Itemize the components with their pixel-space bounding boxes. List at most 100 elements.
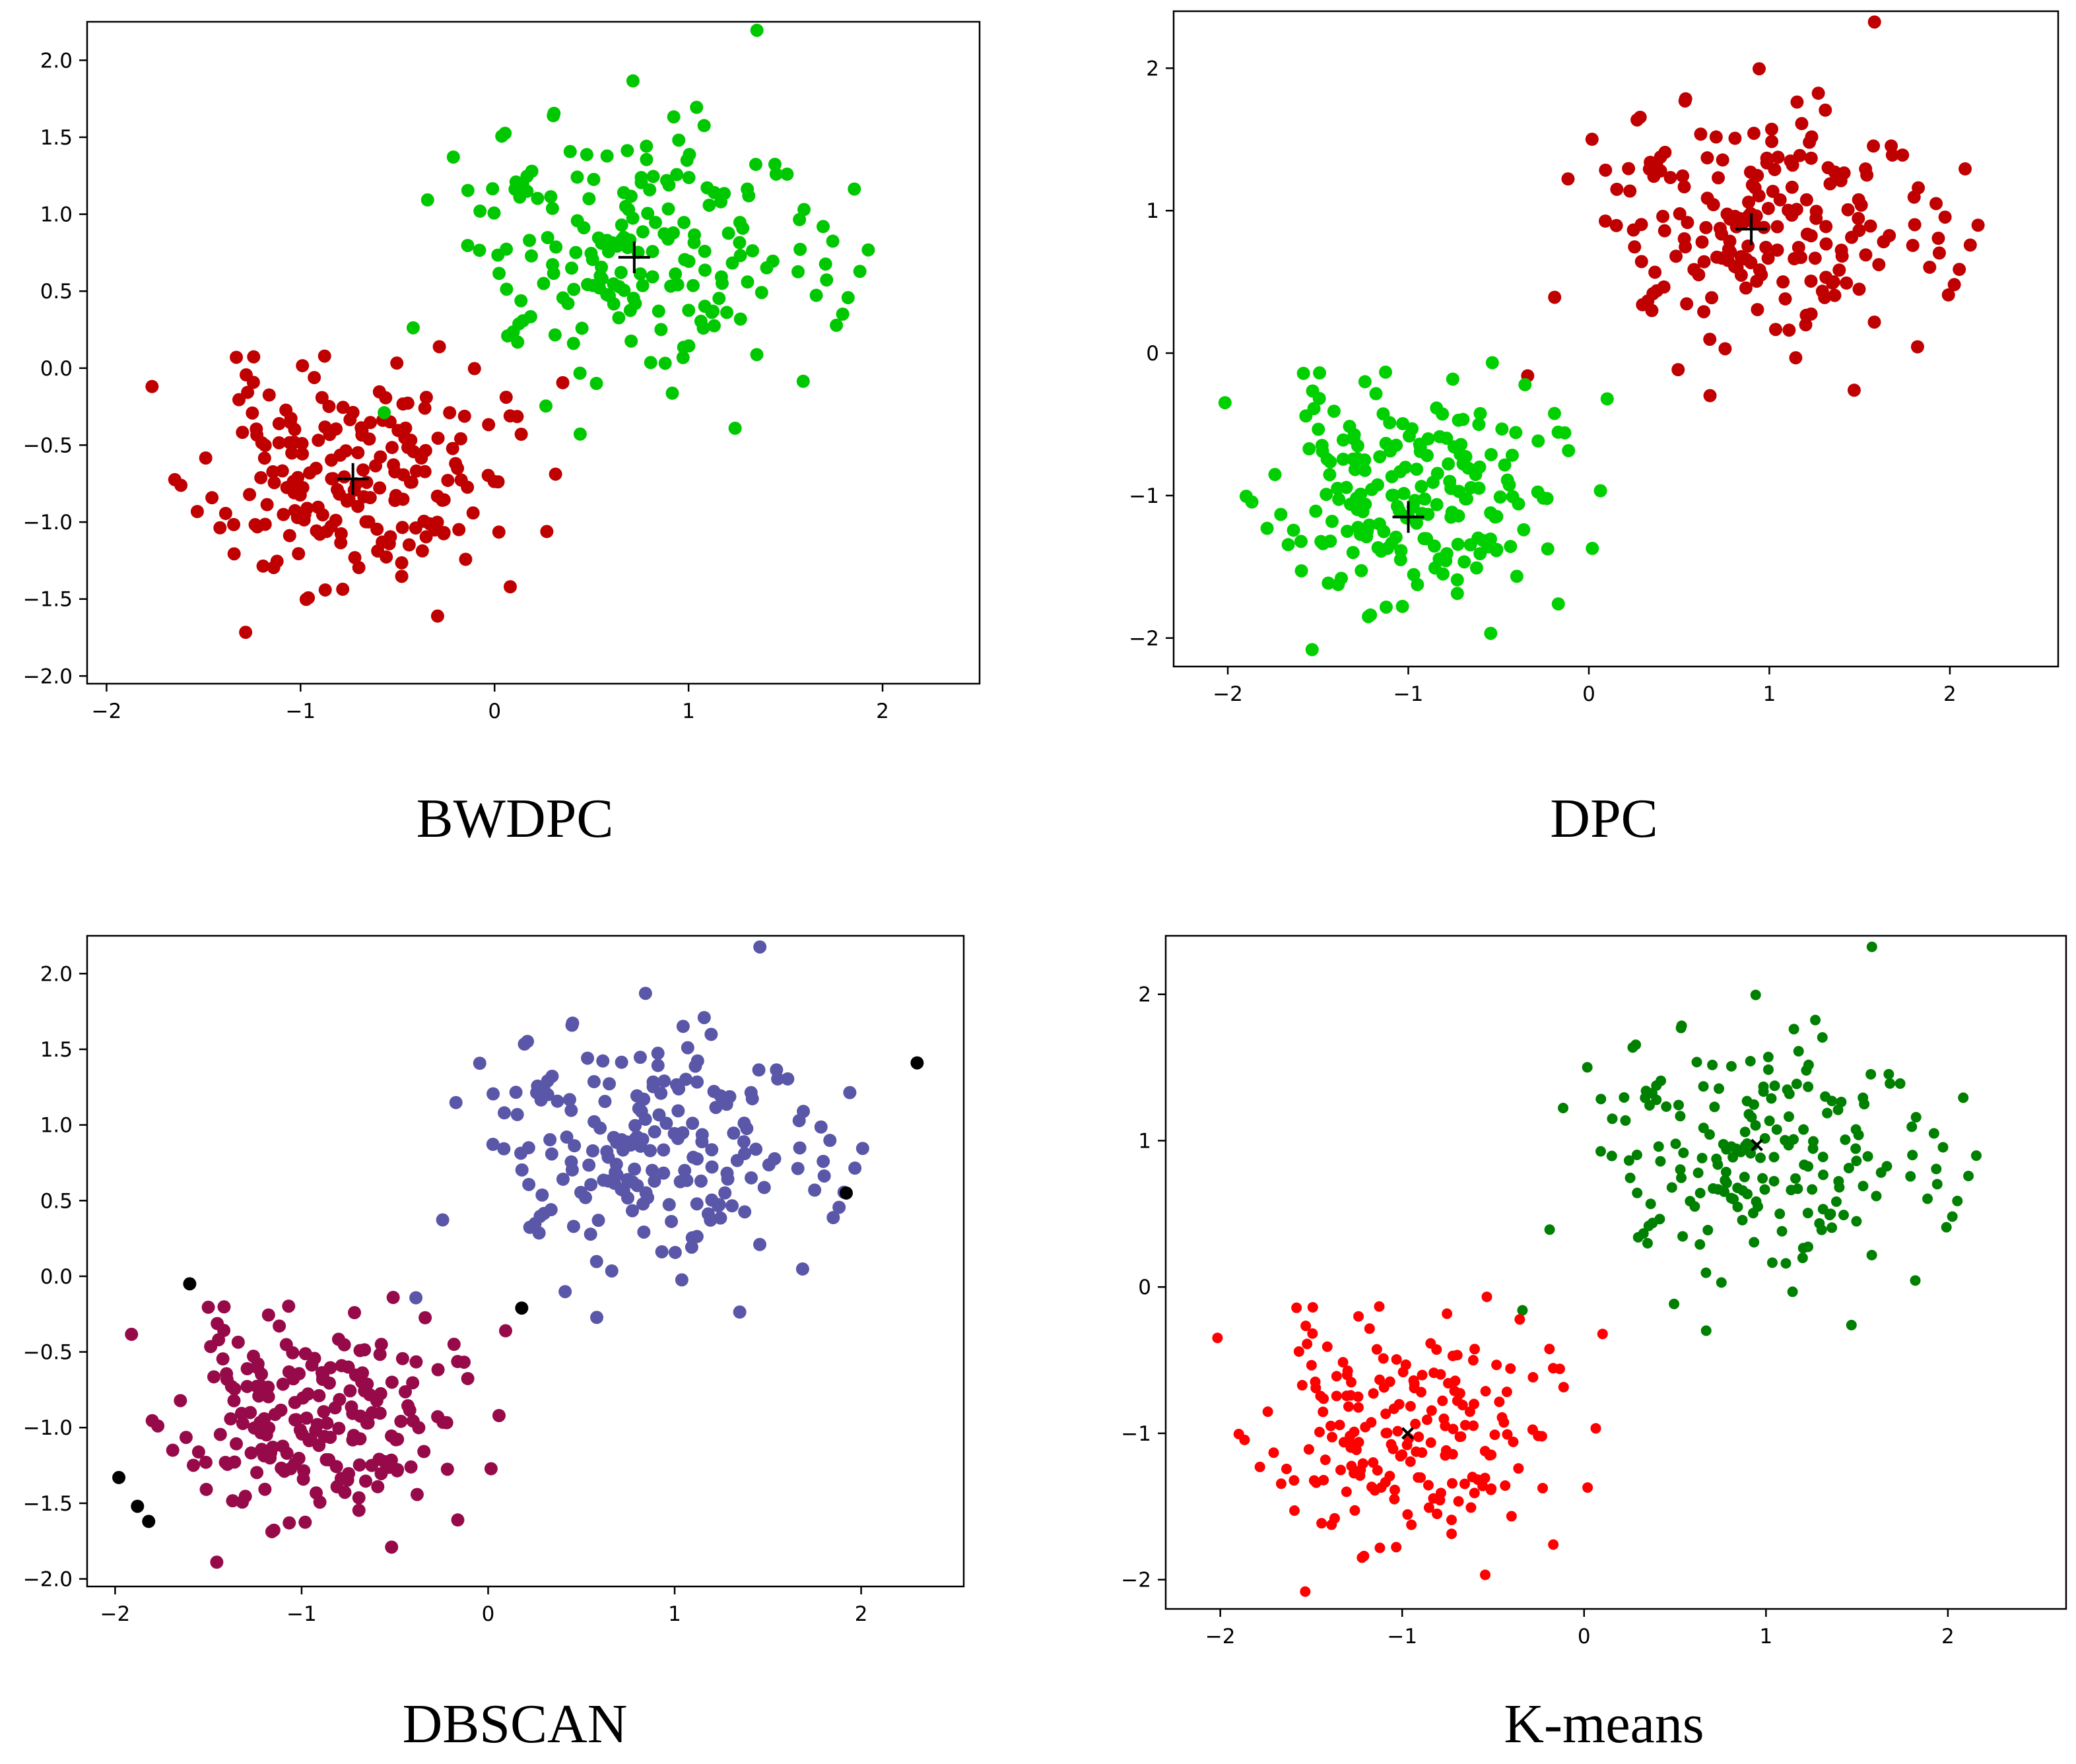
kmeans-cluster-1-point bbox=[1558, 1103, 1569, 1114]
dbscan-cluster-1-point bbox=[410, 1487, 424, 1501]
dbscan-cluster-1-point bbox=[265, 1524, 279, 1538]
kmeans-cluster-1-point bbox=[1731, 1143, 1742, 1154]
dpc-cluster-1-point bbox=[1634, 255, 1648, 269]
kmeans-cluster-1-point bbox=[1712, 1184, 1724, 1195]
bwdpc-cluster-2-point bbox=[661, 202, 675, 216]
dpc-cluster-1-point bbox=[1706, 198, 1720, 212]
dbscan-cluster-2-point bbox=[637, 1225, 651, 1239]
dpc-cluster-1-point bbox=[1657, 224, 1671, 238]
bwdpc-cluster-1-point bbox=[419, 443, 432, 457]
dbscan-cluster-2-point bbox=[737, 1135, 751, 1149]
dbscan-cluster-2-point bbox=[587, 1075, 601, 1089]
kmeans-cluster-2-point bbox=[1392, 1425, 1403, 1437]
kmeans-cluster-1-point bbox=[1631, 1149, 1642, 1160]
dpc-cluster-2-point bbox=[1537, 491, 1551, 505]
dbscan-cluster-1-point bbox=[204, 1340, 218, 1354]
dpc-cluster-2-point bbox=[1504, 540, 1518, 554]
bwdpc-cluster-1-point bbox=[407, 445, 420, 459]
dbscan-noise-point bbox=[839, 1186, 853, 1200]
dpc-cluster-1-point bbox=[1703, 333, 1717, 346]
kmeans-cluster-1-point bbox=[1677, 1231, 1689, 1242]
bwdpc-cluster-1-point bbox=[418, 401, 432, 415]
bwdpc-cluster-2-point bbox=[617, 283, 631, 297]
bwdpc-cluster-1-point bbox=[270, 554, 284, 568]
bwdpc-cluster-1-point bbox=[499, 390, 513, 404]
dbscan-cluster-1-point bbox=[348, 1306, 362, 1320]
bwdpc-cluster-2-point bbox=[690, 100, 704, 114]
dbscan-cluster-2-point bbox=[657, 1166, 671, 1180]
dpc-cluster-1-point bbox=[1739, 281, 1753, 295]
bwdpc-cluster-1-point bbox=[246, 406, 259, 420]
dpc-cluster-2-point bbox=[1218, 396, 1232, 410]
dbscan-cluster-1-point bbox=[151, 1419, 165, 1433]
kmeans-cluster-2-point bbox=[1239, 1434, 1250, 1445]
dpc-cluster-2-point bbox=[1442, 457, 1456, 471]
dpc-cluster-1-point bbox=[1687, 263, 1701, 277]
kmeans-cluster-1-point bbox=[1675, 1111, 1686, 1122]
kmeans-cluster-1-point bbox=[1817, 1152, 1828, 1163]
dbscan-cluster-2-point bbox=[793, 1141, 807, 1155]
kmeans-cluster-1-point bbox=[1780, 1258, 1791, 1269]
kmeans-cluster-2-point bbox=[1329, 1513, 1340, 1524]
kmeans-cluster-2-point bbox=[1425, 1338, 1436, 1349]
dbscan-ytick-label: −1.0 bbox=[23, 1416, 73, 1440]
dpc-cluster-2-point bbox=[1427, 539, 1441, 553]
dpc-cluster-1-point bbox=[1883, 228, 1896, 242]
dpc-cluster-2-point bbox=[1484, 447, 1498, 461]
dbscan-cluster-2-point bbox=[564, 1103, 578, 1117]
bwdpc-cluster-2-point bbox=[669, 267, 683, 281]
dbscan-xtick-label: 2 bbox=[855, 1602, 868, 1626]
bwdpc-cluster-1-point bbox=[199, 451, 213, 465]
kmeans-cluster-1-point bbox=[1830, 1196, 1842, 1207]
bwdpc-cluster-1-point bbox=[241, 385, 255, 399]
dbscan-cluster-2-point bbox=[615, 1055, 628, 1069]
bwdpc-cluster-2-point bbox=[817, 220, 830, 234]
kmeans-cluster-2-point bbox=[1388, 1403, 1399, 1414]
dbscan-cluster-1-point bbox=[199, 1482, 213, 1496]
kmeans-cluster-2-point bbox=[1293, 1346, 1304, 1357]
dpc-cluster-2-point bbox=[1358, 498, 1372, 511]
bwdpc-cluster-2-point bbox=[473, 244, 486, 257]
dbscan-cluster-2-point bbox=[497, 1142, 511, 1156]
bwdpc-cluster-2-point bbox=[754, 286, 768, 300]
dpc-cluster-1-point bbox=[1847, 383, 1861, 397]
kmeans-cluster-1-point bbox=[1750, 1120, 1761, 1131]
dpc-cluster-1-point bbox=[1770, 243, 1784, 257]
bwdpc-cluster-1-point bbox=[457, 409, 471, 423]
dpc-cluster-2-point bbox=[1417, 532, 1431, 546]
kmeans-cluster-1-point bbox=[1783, 1111, 1794, 1123]
bwdpc-cluster-2-point bbox=[617, 185, 630, 199]
kmeans-cluster-2-point bbox=[1360, 1421, 1371, 1433]
dbscan-cluster-2-point bbox=[688, 1059, 702, 1073]
dbscan-cluster-1-point bbox=[224, 1412, 238, 1426]
kmeans-cluster-1-point bbox=[1963, 1170, 1974, 1181]
bwdpc-cluster-1-point bbox=[318, 583, 332, 597]
kmeans-cluster-center-x bbox=[1401, 1427, 1414, 1440]
bwdpc-cluster-2-point bbox=[682, 254, 696, 268]
dpc-cluster-2-point bbox=[1464, 480, 1478, 494]
kmeans-cluster-2-point bbox=[1484, 1450, 1495, 1461]
kmeans-cluster-1-point bbox=[1797, 1243, 1809, 1254]
dpc-cluster-1-point bbox=[1669, 249, 1683, 263]
dpc-cluster-center-plus bbox=[1392, 501, 1424, 533]
dbscan-cluster-1-point bbox=[286, 1346, 300, 1359]
dpc-cluster-2-point bbox=[1493, 490, 1507, 504]
bwdpc-cluster-2-point bbox=[728, 421, 742, 435]
dbscan-cluster-2-point bbox=[628, 1119, 642, 1132]
dbscan-cluster-1-point bbox=[261, 1308, 275, 1322]
dbscan-cluster-1-point bbox=[240, 1362, 254, 1376]
kmeans-cluster-1-point bbox=[1822, 1107, 1833, 1119]
kmeans-cluster-2-point bbox=[1364, 1323, 1375, 1334]
dpc-cluster-2-point bbox=[1459, 492, 1473, 506]
bwdpc-cluster-2-point bbox=[537, 277, 551, 290]
bwdpc-ytick-label: 1.0 bbox=[40, 203, 73, 227]
kmeans-cluster-2-point bbox=[1454, 1388, 1465, 1399]
kmeans-cluster-1-point bbox=[1824, 1210, 1835, 1221]
dbscan-cluster-2-point bbox=[753, 940, 767, 954]
kmeans-cluster-1-point bbox=[1851, 1156, 1862, 1167]
bwdpc-cluster-1-point bbox=[461, 480, 475, 494]
kmeans-cluster-1-point bbox=[1716, 1277, 1727, 1288]
dpc-cluster-2-point bbox=[1336, 452, 1350, 466]
dpc-xtick-label: −1 bbox=[1393, 682, 1424, 706]
dbscan-cluster-2-point bbox=[521, 1141, 535, 1155]
